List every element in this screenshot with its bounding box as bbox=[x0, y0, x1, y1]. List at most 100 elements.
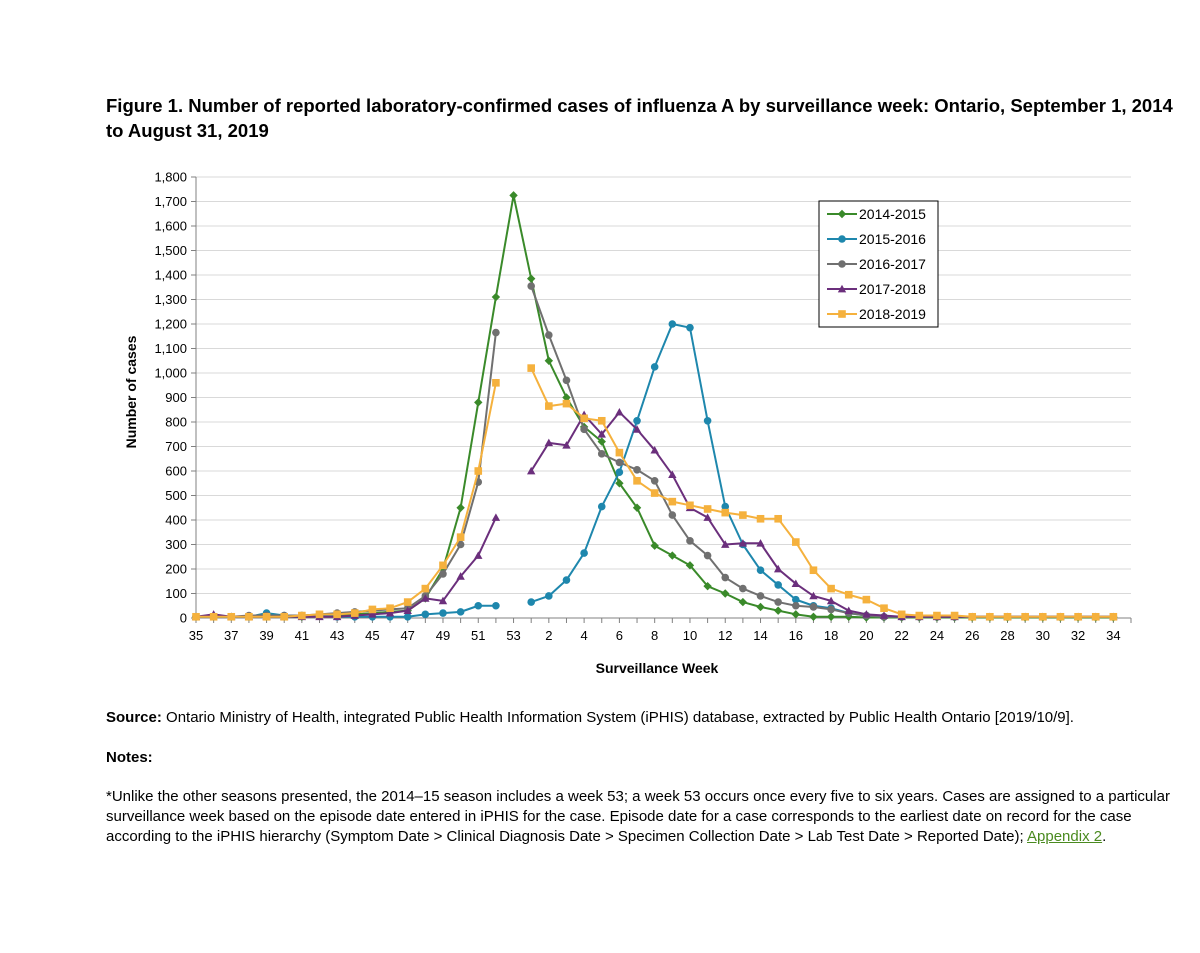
data-point bbox=[791, 579, 801, 588]
y-tick-label: 1,600 bbox=[154, 219, 187, 234]
y-tick-label: 1,700 bbox=[154, 194, 187, 209]
legend-entry: 2016-2017 bbox=[827, 256, 926, 272]
data-point bbox=[333, 610, 341, 619]
data-point bbox=[756, 592, 765, 600]
data-point bbox=[615, 468, 624, 477]
data-point bbox=[844, 590, 853, 599]
data-point bbox=[1003, 612, 1012, 621]
data-point bbox=[597, 430, 606, 438]
data-point bbox=[791, 610, 801, 619]
data-point bbox=[773, 564, 783, 573]
data-point bbox=[491, 292, 501, 302]
data-point bbox=[562, 441, 571, 449]
data-point bbox=[773, 606, 783, 615]
legend-entry: 2014-2015 bbox=[827, 206, 926, 222]
notes-heading: Notes: bbox=[106, 749, 153, 766]
data-point bbox=[1109, 612, 1118, 621]
data-point bbox=[633, 465, 641, 474]
data-point bbox=[738, 539, 748, 547]
data-point bbox=[774, 514, 782, 523]
data-point bbox=[703, 513, 712, 521]
x-tick-label: 32 bbox=[1071, 628, 1085, 643]
data-point bbox=[562, 376, 571, 385]
series-line bbox=[530, 367, 1114, 618]
legend-entry: 2018-2019 bbox=[827, 306, 926, 322]
data-point bbox=[826, 612, 836, 621]
series-2015-2016 bbox=[192, 320, 1118, 621]
data-point bbox=[650, 445, 659, 454]
data-point bbox=[721, 502, 730, 511]
chart-series bbox=[191, 191, 1118, 622]
notes-text: *Unlike the other seasons presented, the… bbox=[106, 787, 1200, 847]
y-tick-label: 100 bbox=[165, 586, 187, 601]
data-point bbox=[880, 604, 888, 612]
data-point bbox=[456, 608, 465, 616]
x-axis-ticks: 35 37 39 41 43 45 47 49 51 53 2 4 6 8 10 12 14 16 18 20 22 24… bbox=[189, 618, 1132, 643]
legend-label: 2015-2016 bbox=[859, 231, 926, 247]
data-point bbox=[968, 612, 977, 621]
x-tick-label: 43 bbox=[330, 628, 344, 643]
source-label: Source: bbox=[106, 709, 162, 726]
y-tick-label: 500 bbox=[165, 488, 187, 503]
data-point bbox=[580, 425, 588, 434]
data-point bbox=[386, 604, 394, 612]
x-tick-label: 24 bbox=[930, 628, 944, 643]
appendix-2-link[interactable]: Appendix 2 bbox=[1027, 828, 1103, 845]
legend-label: 2017-2018 bbox=[859, 281, 926, 297]
data-point bbox=[721, 573, 730, 582]
x-tick-label: 26 bbox=[965, 628, 979, 643]
data-point bbox=[491, 513, 501, 521]
y-tick-label: 800 bbox=[165, 415, 187, 430]
y-axis-label: Number of cases bbox=[123, 335, 139, 448]
series-2018-2019 bbox=[192, 364, 1118, 621]
x-tick-label: 49 bbox=[436, 628, 450, 643]
x-tick-label: 28 bbox=[1000, 628, 1014, 643]
data-point bbox=[633, 477, 641, 485]
data-point bbox=[809, 612, 818, 621]
data-point bbox=[280, 612, 289, 621]
y-tick-label: 1,400 bbox=[154, 268, 187, 283]
data-point bbox=[685, 561, 695, 570]
notes-end: . bbox=[1102, 828, 1107, 845]
data-point bbox=[456, 540, 465, 549]
y-tick-label: 1,000 bbox=[154, 366, 187, 381]
x-tick-label: 4 bbox=[580, 628, 587, 643]
x-tick-label: 39 bbox=[259, 628, 273, 643]
data-point bbox=[756, 566, 765, 575]
data-point bbox=[827, 605, 835, 614]
data-point bbox=[862, 595, 871, 604]
data-point bbox=[738, 597, 748, 607]
legend-swatch-marker bbox=[837, 284, 847, 293]
data-point bbox=[933, 611, 941, 620]
series-line bbox=[195, 517, 497, 618]
y-tick-label: 0 bbox=[180, 611, 187, 626]
data-point bbox=[615, 458, 624, 467]
data-point bbox=[262, 612, 271, 621]
data-point bbox=[1056, 612, 1065, 621]
data-point bbox=[721, 589, 730, 598]
data-point bbox=[597, 450, 606, 458]
data-point bbox=[580, 414, 588, 423]
data-point bbox=[615, 408, 624, 416]
y-tick-label: 700 bbox=[165, 439, 187, 454]
data-point bbox=[368, 605, 377, 614]
data-point bbox=[403, 606, 412, 615]
data-point bbox=[544, 356, 554, 365]
data-point bbox=[545, 331, 553, 339]
data-point bbox=[862, 610, 871, 618]
notes-line-2: surveillance week based on the episode d… bbox=[106, 808, 1132, 825]
data-point bbox=[633, 416, 641, 425]
source-text: Ontario Ministry of Health, integrated P… bbox=[161, 709, 1074, 726]
y-tick-label: 300 bbox=[165, 537, 187, 552]
x-tick-label: 16 bbox=[789, 628, 803, 643]
data-point bbox=[526, 466, 536, 475]
data-point bbox=[703, 551, 712, 560]
data-point bbox=[826, 596, 836, 605]
source-note: Source: Ontario Ministry of Health, inte… bbox=[106, 709, 1074, 726]
legend-swatch-marker bbox=[838, 235, 846, 243]
data-point bbox=[897, 610, 906, 619]
line-chart: 0 100 200 300 400 500 600 700 800 900 1,000 1,100 1,… bbox=[123, 170, 1132, 676]
series-2017-2018 bbox=[191, 408, 1118, 621]
data-point bbox=[668, 511, 677, 519]
data-point bbox=[474, 551, 483, 559]
